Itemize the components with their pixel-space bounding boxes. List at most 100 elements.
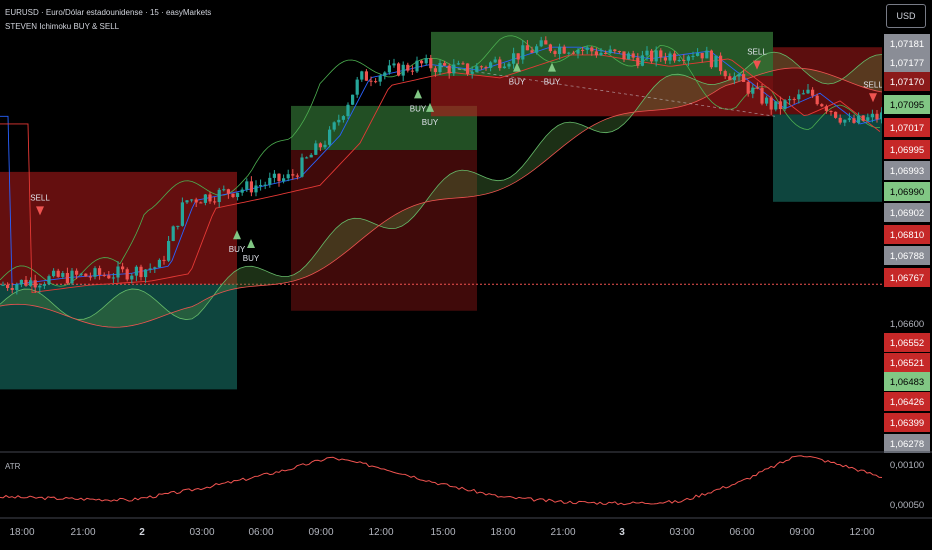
candle bbox=[843, 119, 847, 123]
time-tick: 12:00 bbox=[849, 527, 874, 538]
candle bbox=[829, 110, 833, 112]
candle bbox=[24, 279, 28, 286]
candle bbox=[479, 66, 483, 68]
price-label: 1,06788 bbox=[890, 251, 924, 262]
candle bbox=[723, 71, 727, 77]
candle bbox=[443, 63, 447, 66]
candle bbox=[397, 63, 401, 76]
price-label-bg bbox=[884, 413, 930, 432]
price-label-bg bbox=[884, 392, 930, 411]
candle bbox=[755, 87, 759, 89]
candle bbox=[328, 129, 332, 145]
cloud-area bbox=[0, 52, 882, 328]
candle bbox=[194, 199, 198, 203]
candle bbox=[728, 76, 732, 81]
candle bbox=[585, 47, 589, 50]
candle bbox=[433, 68, 437, 73]
candle bbox=[737, 74, 741, 77]
candle bbox=[222, 189, 226, 191]
candle bbox=[774, 101, 778, 110]
price-label-bg bbox=[884, 434, 930, 453]
candle bbox=[673, 53, 677, 61]
price-label: 1,06426 bbox=[890, 397, 924, 408]
buy-marker bbox=[426, 102, 434, 112]
candle bbox=[875, 113, 879, 120]
candle bbox=[259, 185, 263, 187]
candle bbox=[834, 111, 838, 118]
candle bbox=[765, 97, 769, 104]
candle bbox=[282, 178, 286, 182]
candle bbox=[98, 268, 102, 275]
candle bbox=[79, 273, 83, 275]
candle bbox=[539, 40, 543, 47]
price-label: 1,06278 bbox=[890, 439, 924, 450]
candle bbox=[590, 47, 594, 52]
candle bbox=[6, 284, 10, 289]
price-label-bg bbox=[884, 246, 930, 265]
candle bbox=[355, 79, 359, 95]
candle bbox=[410, 70, 414, 72]
candle bbox=[236, 192, 240, 198]
sell-label: SELL bbox=[30, 193, 50, 202]
candle bbox=[815, 95, 819, 105]
time-tick: 09:00 bbox=[789, 527, 814, 538]
candle bbox=[65, 273, 69, 284]
candle bbox=[627, 53, 631, 60]
candle bbox=[171, 226, 175, 241]
time-tick: 09:00 bbox=[308, 527, 333, 538]
candle bbox=[116, 266, 120, 278]
sell-marker bbox=[36, 206, 44, 216]
candle bbox=[622, 51, 626, 60]
candle bbox=[760, 87, 764, 104]
candle bbox=[700, 52, 704, 59]
candle bbox=[364, 71, 368, 81]
buy-marker bbox=[233, 230, 241, 240]
candle bbox=[512, 53, 516, 64]
candle bbox=[801, 93, 805, 95]
candle bbox=[636, 57, 640, 66]
candle bbox=[10, 288, 14, 290]
price-label: 1,06990 bbox=[890, 187, 924, 198]
candle bbox=[374, 81, 378, 83]
price-label: 1,07170 bbox=[890, 77, 924, 88]
candle bbox=[686, 56, 690, 61]
candle bbox=[75, 270, 79, 275]
candle bbox=[323, 144, 327, 148]
box-red-2 bbox=[291, 150, 477, 311]
candle bbox=[305, 157, 309, 159]
candle bbox=[866, 117, 870, 121]
atr-label: ATR bbox=[5, 462, 21, 471]
price-label-bg bbox=[884, 353, 930, 372]
candle bbox=[245, 181, 249, 190]
time-tick: 21:00 bbox=[70, 527, 95, 538]
candle bbox=[295, 175, 299, 177]
candle bbox=[438, 63, 442, 73]
candle bbox=[351, 94, 355, 105]
price-label: 1,07095 bbox=[890, 100, 924, 111]
candle bbox=[783, 100, 787, 110]
candle bbox=[861, 115, 865, 121]
candle bbox=[392, 63, 396, 66]
candle bbox=[369, 80, 373, 82]
atr-tick: 0,00100 bbox=[890, 460, 924, 471]
candle bbox=[769, 97, 773, 110]
candle bbox=[144, 269, 148, 278]
candle bbox=[719, 55, 723, 72]
candle bbox=[415, 60, 419, 72]
candle bbox=[29, 280, 33, 286]
candle bbox=[696, 52, 700, 56]
candle bbox=[535, 46, 539, 53]
candle bbox=[847, 118, 851, 120]
currency-button[interactable]: USD bbox=[886, 4, 926, 28]
candle bbox=[341, 116, 345, 120]
candle bbox=[705, 50, 709, 59]
candle bbox=[709, 50, 713, 68]
price-label: 1,06902 bbox=[890, 208, 924, 219]
candle bbox=[111, 277, 115, 279]
candle bbox=[61, 273, 65, 277]
candle bbox=[47, 276, 51, 285]
candle bbox=[562, 46, 566, 54]
candle bbox=[121, 266, 125, 270]
candle bbox=[714, 55, 718, 68]
